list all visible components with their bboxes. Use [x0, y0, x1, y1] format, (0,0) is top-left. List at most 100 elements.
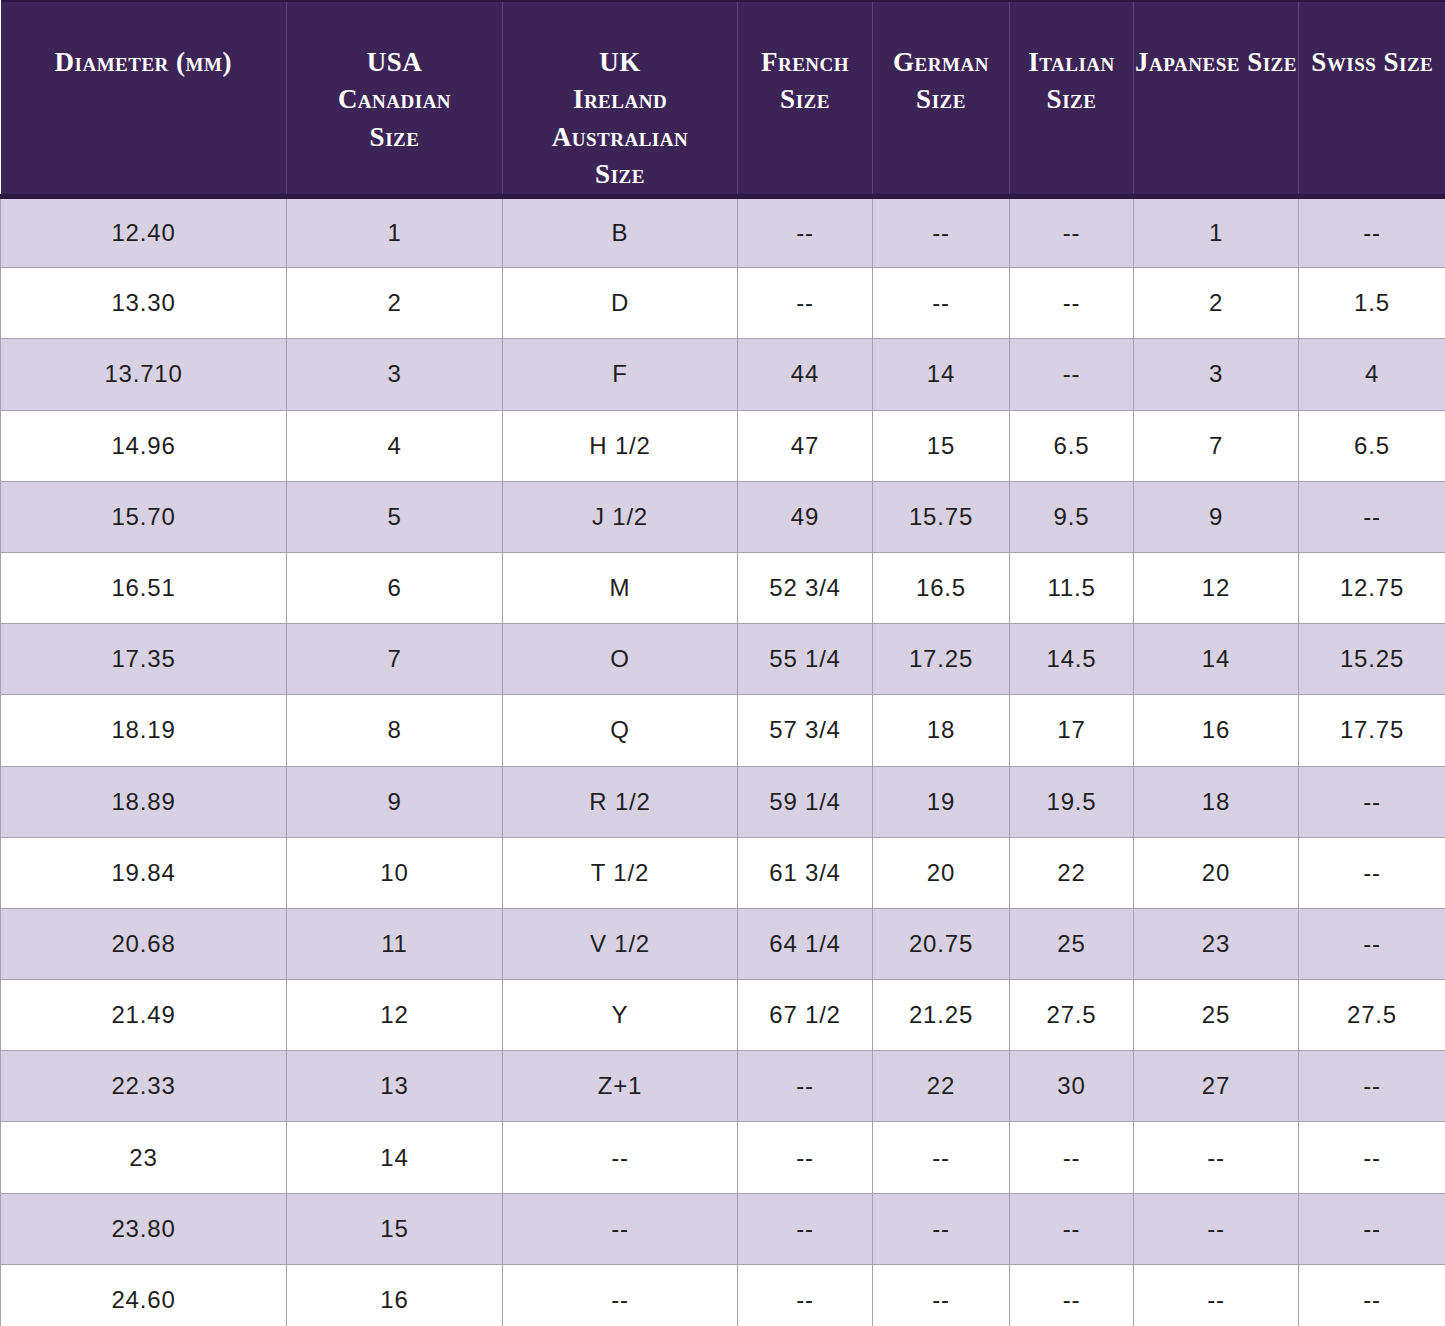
table-cell: --: [873, 1122, 1010, 1193]
table-cell: --: [1134, 1193, 1299, 1264]
table-cell: --: [1299, 1122, 1445, 1193]
table-row: 18.899R 1/259 1/41919.518--: [1, 766, 1445, 837]
table-cell: 16.5: [873, 552, 1010, 623]
column-header-line: Ireland: [504, 81, 736, 118]
table-cell: 15.70: [1, 481, 287, 552]
table-cell: 67 1/2: [738, 980, 873, 1051]
table-cell: 15.75: [873, 481, 1010, 552]
table-cell: 11: [287, 908, 503, 979]
table-cell: 12: [287, 980, 503, 1051]
table-cell: 22: [873, 1051, 1010, 1122]
column-header-line: Size: [504, 156, 736, 193]
table-cell: 8: [287, 695, 503, 766]
table-cell: --: [738, 1193, 873, 1264]
table-cell: Q: [503, 695, 738, 766]
table-cell: 23.80: [1, 1193, 287, 1264]
table-cell: 14: [287, 1122, 503, 1193]
column-header: ItalianSize: [1010, 1, 1134, 197]
table-cell: --: [738, 268, 873, 339]
table-cell: 23: [1134, 908, 1299, 979]
table-header: Diameter (mm)USACanadianSizeUKIrelandAus…: [1, 1, 1445, 197]
table-cell: 49: [738, 481, 873, 552]
table-cell: 21.49: [1, 980, 287, 1051]
table-cell: --: [1299, 766, 1445, 837]
table-cell: --: [1134, 1122, 1299, 1193]
table-cell: 12.75: [1299, 552, 1445, 623]
table-cell: 1.5: [1299, 268, 1445, 339]
table-cell: --: [1010, 197, 1134, 268]
table-cell: 1: [1134, 197, 1299, 268]
table-cell: V 1/2: [503, 908, 738, 979]
table-cell: T 1/2: [503, 837, 738, 908]
column-header-line: French: [739, 44, 871, 81]
table-cell: 64 1/4: [738, 908, 873, 979]
table-row: 15.705J 1/24915.759.59--: [1, 481, 1445, 552]
column-header-line: Italian: [1011, 44, 1132, 81]
table-cell: 16: [287, 1264, 503, 1326]
ring-size-conversion-chart: Diameter (mm)USACanadianSizeUKIrelandAus…: [0, 0, 1445, 1326]
table-cell: M: [503, 552, 738, 623]
column-header-line: Canadian: [288, 81, 501, 118]
table-cell: --: [1010, 1264, 1134, 1326]
table-cell: 59 1/4: [738, 766, 873, 837]
table-cell: J 1/2: [503, 481, 738, 552]
table-cell: 5: [287, 481, 503, 552]
table-cell: O: [503, 624, 738, 695]
table-row: 17.357O55 1/417.2514.51415.25: [1, 624, 1445, 695]
table-cell: 12: [1134, 552, 1299, 623]
table-cell: --: [1010, 339, 1134, 410]
table-cell: --: [1299, 1264, 1445, 1326]
table-cell: 2: [1134, 268, 1299, 339]
table-cell: F: [503, 339, 738, 410]
table-cell: --: [738, 1264, 873, 1326]
table-cell: D: [503, 268, 738, 339]
table-cell: 27.5: [1299, 980, 1445, 1051]
column-header-line: Size: [874, 81, 1008, 118]
table-cell: 17.75: [1299, 695, 1445, 766]
table-cell: 4: [1299, 339, 1445, 410]
table-cell: 6.5: [1299, 410, 1445, 481]
table-cell: 12.40: [1, 197, 287, 268]
column-header-line: Swiss Size: [1300, 44, 1445, 81]
table-cell: --: [873, 1193, 1010, 1264]
table-cell: R 1/2: [503, 766, 738, 837]
table-cell: --: [873, 1264, 1010, 1326]
column-header-line: Size: [1011, 81, 1132, 118]
table-cell: 20.75: [873, 908, 1010, 979]
column-header: Japanese Size: [1134, 1, 1299, 197]
table-row: 16.516M52 3/416.511.51212.75: [1, 552, 1445, 623]
column-header-line: UK: [504, 44, 736, 81]
table-cell: 14: [873, 339, 1010, 410]
table-cell: 20: [1134, 837, 1299, 908]
table-cell: 9: [1134, 481, 1299, 552]
table-cell: 20.68: [1, 908, 287, 979]
column-header-line: German: [874, 44, 1008, 81]
table-cell: --: [738, 1051, 873, 1122]
table-row: 13.302D------21.5: [1, 268, 1445, 339]
column-header-line: Japanese Size: [1135, 44, 1297, 81]
table-cell: 24.60: [1, 1264, 287, 1326]
table-cell: 18.89: [1, 766, 287, 837]
column-header-line: Australian: [504, 119, 736, 156]
column-header-line: USA: [288, 44, 501, 81]
table-cell: 25: [1134, 980, 1299, 1051]
table-cell: --: [1299, 908, 1445, 979]
table-cell: 22: [1010, 837, 1134, 908]
column-header: UKIrelandAustralianSize: [503, 1, 738, 197]
table-cell: 15.25: [1299, 624, 1445, 695]
size-conversion-table: Diameter (mm)USACanadianSizeUKIrelandAus…: [0, 0, 1445, 1326]
table-row: 19.8410T 1/261 3/4202220--: [1, 837, 1445, 908]
table-cell: 4: [287, 410, 503, 481]
table-cell: 18: [873, 695, 1010, 766]
column-header-line: Diameter (mm): [2, 44, 286, 81]
table-cell: --: [1299, 837, 1445, 908]
table-row: 13.7103F4414--34: [1, 339, 1445, 410]
table-cell: 19: [873, 766, 1010, 837]
table-cell: 3: [1134, 339, 1299, 410]
column-header: FrenchSize: [738, 1, 873, 197]
header-row: Diameter (mm)USACanadianSizeUKIrelandAus…: [1, 1, 1445, 197]
table-cell: 10: [287, 837, 503, 908]
table-cell: --: [873, 197, 1010, 268]
table-row: 22.3313Z+1--223027--: [1, 1051, 1445, 1122]
table-cell: --: [1299, 1051, 1445, 1122]
